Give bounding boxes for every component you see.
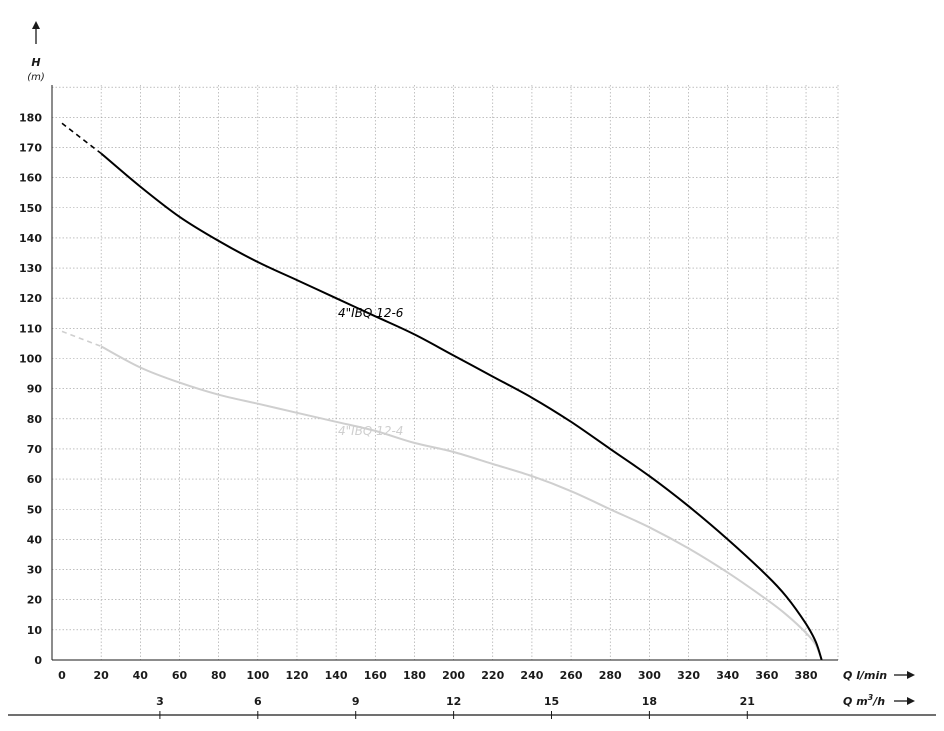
y-tick-label: 140 [19,232,42,245]
x-tick-label: 240 [520,669,543,682]
y-tick-label: 50 [27,503,43,516]
y-tick-label: 160 [19,172,42,185]
y-axis-arrow-icon [32,21,40,44]
y-tick-label: 10 [27,624,43,637]
x-axis-lmin-arrow-icon [894,671,915,679]
x-tick-label: 20 [94,669,110,682]
series-line-dashed-ibq-12-4 [61,330,102,348]
x-axis-m3h-q: Q [843,695,852,708]
x-axis-lmin-ticks: 0 20 40 60 80 100 120 140 160 180 200 220 240 260 280 3… [58,669,818,682]
x-axis-m3h-title: Q m3/h [843,693,885,708]
x-tick-label: 200 [442,669,465,682]
y-tick-label: 90 [27,383,43,396]
y-tick-label: 70 [27,443,43,456]
y-tick-label: 110 [19,322,42,335]
x-tick-label: 100 [246,669,269,682]
axes [8,85,936,716]
x-axis-m3h-arrow-icon [894,697,915,705]
y-tick-label: 40 [27,533,43,546]
y-tick-label: 0 [34,654,42,667]
y-tick-label: 100 [19,353,42,366]
series-label-12-4: 4"IBQ 12-4 [338,424,403,438]
x-axis-lmin-q: Q [843,669,852,682]
x-axis-m3h-ticks: 3 6 9 12 15 18 21 [156,695,755,719]
x-tick-label: 140 [325,669,348,682]
m3h-tick-label: 9 [352,695,360,708]
y-tick-label: 120 [19,292,42,305]
x-tick-label: 40 [133,669,149,682]
y-axis-unit: (m) [27,72,45,83]
series-line-ibq-12-6 [100,152,823,661]
y-tick-label: 20 [27,594,43,607]
x-tick-label: 160 [364,669,387,682]
x-tick-label: 0 [58,669,66,682]
m3h-tick-label: 15 [544,695,559,708]
y-axis-ticks: 0 10 20 30 40 50 60 70 80 90 100 110 120 130 140 150 160… [19,111,42,667]
series-line-ibq-12-4 [100,345,823,661]
x-tick-label: 340 [716,669,739,682]
x-axis-lmin-title: Q l/min [843,669,887,682]
m3h-tick-label: 12 [446,695,461,708]
series-line-dashed-ibq-12-6 [61,122,102,155]
series-lines [61,122,823,661]
m3h-tick-label: 18 [642,695,657,708]
m3h-tick-label: 3 [156,695,164,708]
x-tick-label: 180 [403,669,426,682]
x-tick-label: 300 [638,669,661,682]
y-tick-label: 60 [27,473,43,486]
x-axis-m3h-unit: m [856,695,867,708]
y-tick-label: 180 [19,111,42,124]
m3h-tick-label: 6 [254,695,262,708]
x-tick-label: 280 [599,669,622,682]
y-tick-label: 30 [27,564,43,577]
series-label-12-6: 4"IBQ 12-6 [338,306,404,320]
y-tick-label: 80 [27,413,43,426]
y-tick-label: 150 [19,202,42,215]
grid [52,85,839,661]
x-axis-lmin-unit: l/min [856,669,887,682]
x-tick-label: 380 [795,669,818,682]
y-tick-label: 130 [19,262,42,275]
x-tick-label: 320 [677,669,700,682]
x-tick-label: 120 [285,669,308,682]
y-axis-title: H [31,56,40,69]
x-tick-label: 260 [560,669,583,682]
x-axis-m3h-unit-sup: 3 [868,693,874,702]
m3h-tick-label: 21 [740,695,755,708]
y-tick-label: 170 [19,141,42,154]
x-tick-label: 220 [481,669,504,682]
x-tick-label: 80 [211,669,227,682]
x-axis-m3h-unit-suffix: /h [871,695,885,708]
x-tick-label: 60 [172,669,188,682]
x-tick-label: 360 [755,669,778,682]
